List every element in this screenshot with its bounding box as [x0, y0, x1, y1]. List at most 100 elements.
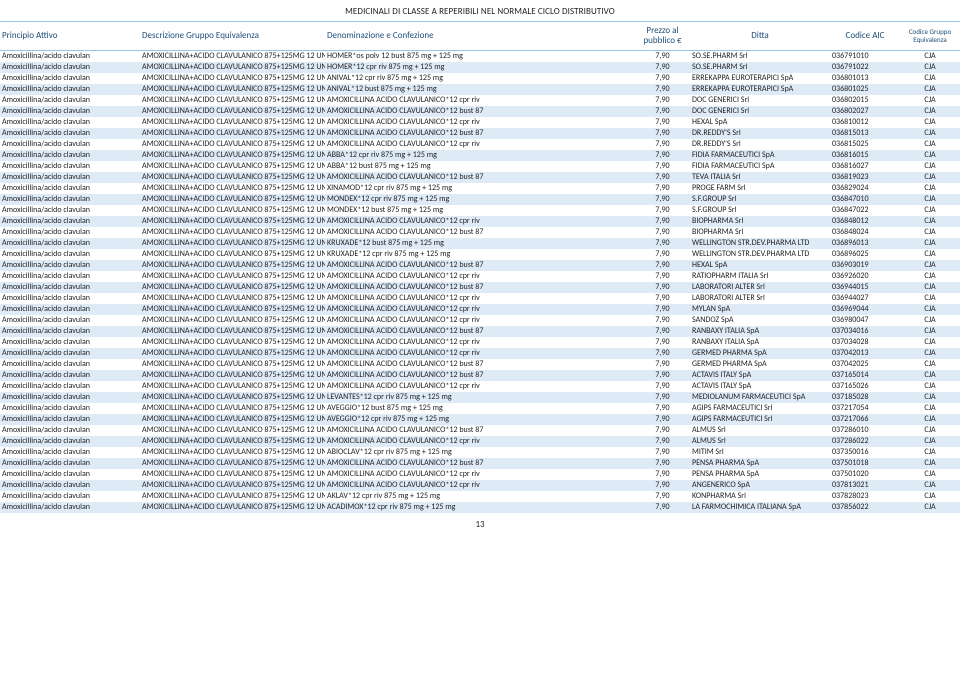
cell-ditta: FIDIA FARMACEUTICI SpA — [690, 150, 830, 161]
cell-prezzo: 7,90 — [635, 381, 690, 392]
cell-principio-attivo: Amoxicillina/acido clavulan — [0, 73, 140, 84]
cell-denominazione: AMOXICILLINA ACIDO CLAVULANICO*12 cpr ri… — [325, 271, 635, 282]
table-row: Amoxicillina/acido clavulanAMOXICILLINA+… — [0, 172, 960, 183]
cell-ditta: MYLAN SpA — [690, 304, 830, 315]
cell-denominazione: AMOXICILLINA ACIDO CLAVULANICO*12 bust 8… — [325, 458, 635, 469]
cell-ditta: MEDIOLANUM FARMACEUTICI SpA — [690, 392, 830, 403]
cell-ditta: HEXAL SpA — [690, 260, 830, 271]
cell-prezzo: 7,90 — [635, 359, 690, 370]
cell-principio-attivo: Amoxicillina/acido clavulan — [0, 458, 140, 469]
table-row: Amoxicillina/acido clavulanAMOXICILLINA+… — [0, 238, 960, 249]
table-body: Amoxicillina/acido clavulanAMOXICILLINA+… — [0, 50, 960, 513]
cell-denominazione: AMOXICILLINA ACIDO CLAVULANICO*12 cpr ri… — [325, 315, 635, 326]
cell-prezzo: 7,90 — [635, 62, 690, 73]
cell-descrizione-gruppo: AMOXICILLINA+ACIDO CLAVULANICO 875+125MG… — [140, 227, 325, 238]
cell-prezzo: 7,90 — [635, 150, 690, 161]
table-row: Amoxicillina/acido clavulanAMOXICILLINA+… — [0, 315, 960, 326]
cell-ditta: WELLINGTON STR.DEV.PHARMA LTD — [690, 249, 830, 260]
cell-principio-attivo: Amoxicillina/acido clavulan — [0, 282, 140, 293]
cell-codice-aic: 036815013 — [830, 128, 900, 139]
table-row: Amoxicillina/acido clavulanAMOXICILLINA+… — [0, 414, 960, 425]
cell-codice-aic: 036816015 — [830, 150, 900, 161]
cell-ditta: ACTAVIS ITALY SpA — [690, 381, 830, 392]
cell-prezzo: 7,90 — [635, 414, 690, 425]
cell-codice-gruppo: CJA — [900, 282, 960, 293]
cell-denominazione: ACADIMOX*12 cpr riv 875 mg + 125 mg — [325, 502, 635, 513]
cell-codice-aic: 036816027 — [830, 161, 900, 172]
col-denominazione: Denominazione e Confezione — [325, 22, 635, 51]
cell-prezzo: 7,90 — [635, 117, 690, 128]
cell-principio-attivo: Amoxicillina/acido clavulan — [0, 381, 140, 392]
table-row: Amoxicillina/acido clavulanAMOXICILLINA+… — [0, 62, 960, 73]
cell-descrizione-gruppo: AMOXICILLINA+ACIDO CLAVULANICO 875+125MG… — [140, 502, 325, 513]
cell-principio-attivo: Amoxicillina/acido clavulan — [0, 403, 140, 414]
cell-principio-attivo: Amoxicillina/acido clavulan — [0, 337, 140, 348]
cell-denominazione: KRUXADE*12 bust 875 mg + 125 mg — [325, 238, 635, 249]
cell-codice-gruppo: CJA — [900, 194, 960, 205]
cell-codice-gruppo: CJA — [900, 271, 960, 282]
cell-codice-gruppo: CJA — [900, 381, 960, 392]
cell-codice-gruppo: CJA — [900, 227, 960, 238]
cell-codice-aic: 036848012 — [830, 216, 900, 227]
cell-principio-attivo: Amoxicillina/acido clavulan — [0, 348, 140, 359]
cell-codice-aic: 037286022 — [830, 436, 900, 447]
col-prezzo: Prezzo al pubblico € — [635, 22, 690, 51]
cell-principio-attivo: Amoxicillina/acido clavulan — [0, 205, 140, 216]
table-row: Amoxicillina/acido clavulanAMOXICILLINA+… — [0, 106, 960, 117]
cell-prezzo: 7,90 — [635, 73, 690, 84]
cell-descrizione-gruppo: AMOXICILLINA+ACIDO CLAVULANICO 875+125MG… — [140, 491, 325, 502]
cell-prezzo: 7,90 — [635, 348, 690, 359]
cell-principio-attivo: Amoxicillina/acido clavulan — [0, 117, 140, 128]
cell-descrizione-gruppo: AMOXICILLINA+ACIDO CLAVULANICO 875+125MG… — [140, 238, 325, 249]
cell-codice-gruppo: CJA — [900, 392, 960, 403]
table-row: Amoxicillina/acido clavulanAMOXICILLINA+… — [0, 381, 960, 392]
cell-codice-aic: 036896025 — [830, 249, 900, 260]
cell-principio-attivo: Amoxicillina/acido clavulan — [0, 183, 140, 194]
cell-principio-attivo: Amoxicillina/acido clavulan — [0, 128, 140, 139]
cell-principio-attivo: Amoxicillina/acido clavulan — [0, 392, 140, 403]
cell-ditta: LABORATORI ALTER Srl — [690, 293, 830, 304]
cell-codice-gruppo: CJA — [900, 95, 960, 106]
table-row: Amoxicillina/acido clavulanAMOXICILLINA+… — [0, 469, 960, 480]
cell-descrizione-gruppo: AMOXICILLINA+ACIDO CLAVULANICO 875+125MG… — [140, 183, 325, 194]
cell-denominazione: AMOXICILLINA ACIDO CLAVULANICO*12 bust 8… — [325, 172, 635, 183]
col-codice-gruppo: Codice Gruppo Equivalenza — [900, 22, 960, 51]
cell-codice-aic: 036791010 — [830, 50, 900, 62]
cell-prezzo: 7,90 — [635, 458, 690, 469]
cell-principio-attivo: Amoxicillina/acido clavulan — [0, 194, 140, 205]
page-title: MEDICINALI DI CLASSE A REPERIBILI NEL NO… — [0, 0, 960, 21]
cell-codice-gruppo: CJA — [900, 370, 960, 381]
cell-descrizione-gruppo: AMOXICILLINA+ACIDO CLAVULANICO 875+125MG… — [140, 260, 325, 271]
cell-denominazione: AMOXICILLINA ACIDO CLAVULANICO*12 bust 8… — [325, 227, 635, 238]
cell-principio-attivo: Amoxicillina/acido clavulan — [0, 84, 140, 95]
cell-ditta: HEXAL SpA — [690, 117, 830, 128]
cell-codice-gruppo: CJA — [900, 425, 960, 436]
cell-descrizione-gruppo: AMOXICILLINA+ACIDO CLAVULANICO 875+125MG… — [140, 436, 325, 447]
cell-denominazione: HOMER*os polv 12 bust 875 mg + 125 mg — [325, 50, 635, 62]
cell-ditta: GERMED PHARMA SpA — [690, 348, 830, 359]
cell-principio-attivo: Amoxicillina/acido clavulan — [0, 326, 140, 337]
cell-ditta: S.F.GROUP Srl — [690, 194, 830, 205]
cell-descrizione-gruppo: AMOXICILLINA+ACIDO CLAVULANICO 875+125MG… — [140, 161, 325, 172]
cell-descrizione-gruppo: AMOXICILLINA+ACIDO CLAVULANICO 875+125MG… — [140, 117, 325, 128]
cell-principio-attivo: Amoxicillina/acido clavulan — [0, 139, 140, 150]
table-row: Amoxicillina/acido clavulanAMOXICILLINA+… — [0, 370, 960, 381]
table-row: Amoxicillina/acido clavulanAMOXICILLINA+… — [0, 73, 960, 84]
table-row: Amoxicillina/acido clavulanAMOXICILLINA+… — [0, 150, 960, 161]
cell-principio-attivo: Amoxicillina/acido clavulan — [0, 480, 140, 491]
cell-principio-attivo: Amoxicillina/acido clavulan — [0, 293, 140, 304]
page-number: 13 — [0, 513, 960, 540]
cell-prezzo: 7,90 — [635, 172, 690, 183]
cell-ditta: ALMUS Srl — [690, 436, 830, 447]
cell-prezzo: 7,90 — [635, 447, 690, 458]
cell-ditta: AGIPS FARMACEUTICI Srl — [690, 403, 830, 414]
cell-codice-aic: 036847010 — [830, 194, 900, 205]
cell-codice-gruppo: CJA — [900, 238, 960, 249]
cell-codice-aic: 036802027 — [830, 106, 900, 117]
cell-codice-aic: 036801013 — [830, 73, 900, 84]
cell-ditta: SANDOZ SpA — [690, 315, 830, 326]
cell-descrizione-gruppo: AMOXICILLINA+ACIDO CLAVULANICO 875+125MG… — [140, 458, 325, 469]
cell-denominazione: ANIVAL*12 bust 875 mg + 125 mg — [325, 84, 635, 95]
cell-prezzo: 7,90 — [635, 425, 690, 436]
cell-codice-aic: 036944015 — [830, 282, 900, 293]
